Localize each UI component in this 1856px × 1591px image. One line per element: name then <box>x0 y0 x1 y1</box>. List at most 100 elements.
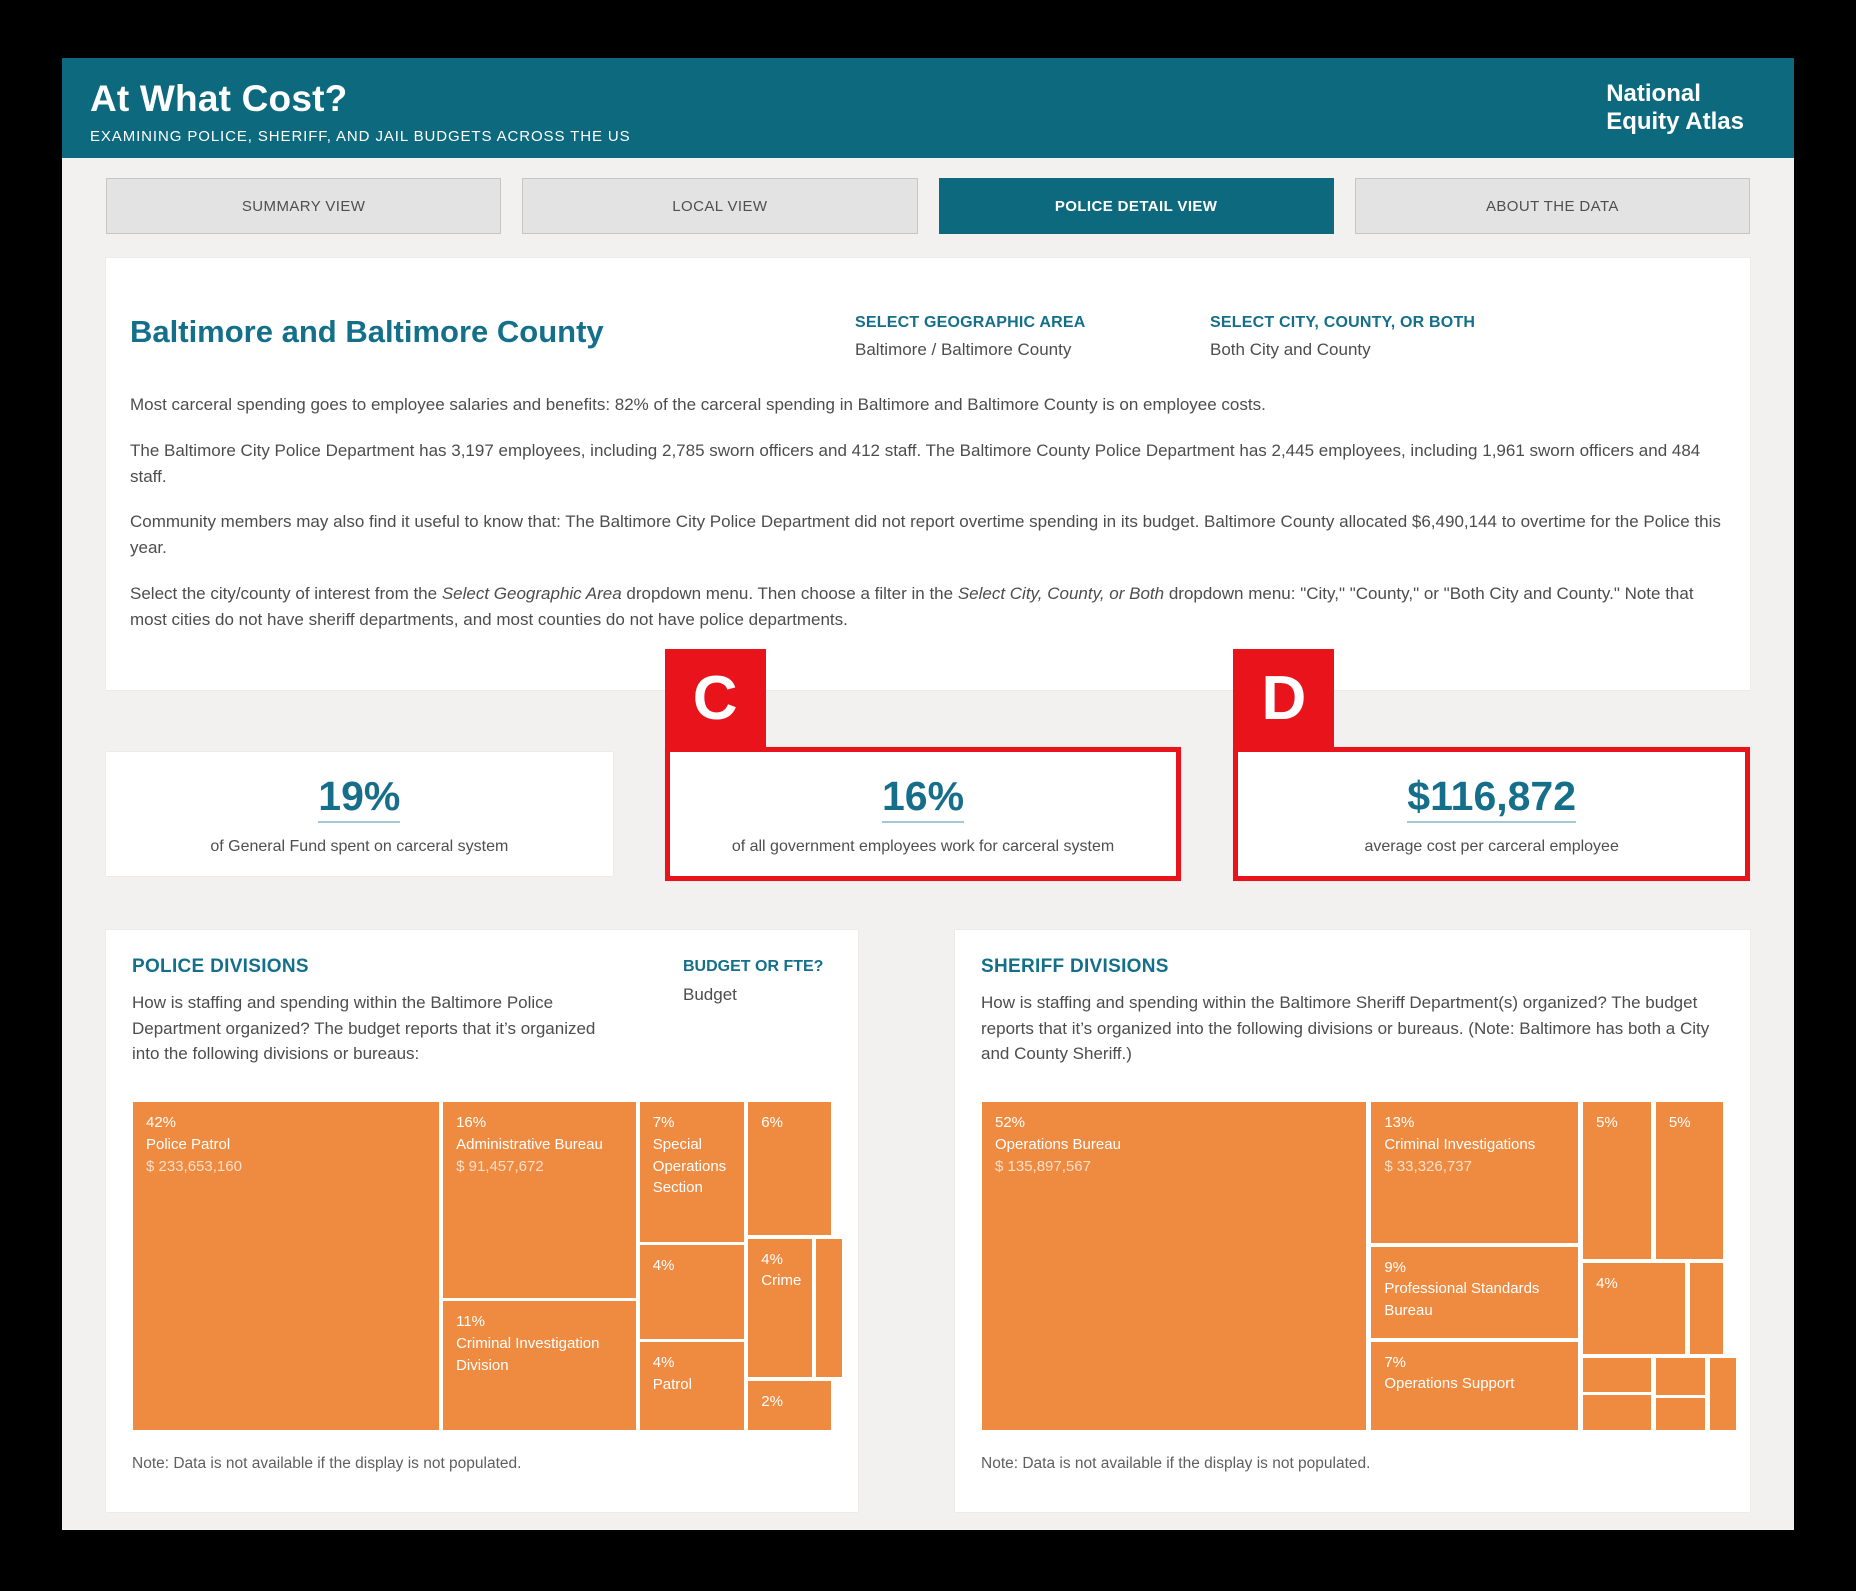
police-divisions-treemap: 42% Police Patrol $ 233,653,160 16% Administ… <box>132 1101 844 1431</box>
tab-about-the-data[interactable]: ABOUT THE DATA <box>1354 178 1750 234</box>
budget-or-fte-value[interactable]: Budget <box>683 985 737 1004</box>
treemap-block-pct: 11% <box>456 1313 486 1331</box>
intro-title-row: Baltimore and Baltimore County SELECT GE… <box>130 314 1726 380</box>
treemap-block-pct: 4% <box>1596 1274 1618 1292</box>
treemap-block-pct: 7% <box>1384 1353 1407 1371</box>
city-county-select-value[interactable]: Both City and County <box>1210 340 1371 359</box>
treemap-block[interactable]: 42% Police Patrol $ 233,653,160 <box>132 1101 440 1431</box>
app-title: At What Cost? <box>90 77 348 119</box>
dashboard-frame: At What Cost? EXAMINING POLICE, SHERIFF,… <box>62 58 1794 1530</box>
overtime-paragraph: Community members may also find it usefu… <box>130 512 1721 558</box>
treemap-block[interactable]: 52% Operations Bureau $ 135,897,567 <box>981 1101 1368 1431</box>
treemap-block[interactable]: 2% <box>747 1379 832 1431</box>
treemap-block[interactable]: 4% Crime <box>747 1237 814 1379</box>
instructions-text-2: dropdown menu. Then choose a filter in t… <box>621 584 958 604</box>
treemap-block[interactable]: 11% Criminal Investigation Division <box>442 1300 637 1431</box>
treemap-block[interactable] <box>1654 1397 1707 1431</box>
treemap-block[interactable]: 4% <box>638 1244 746 1340</box>
treemap-block-name: Criminal Investigation Division <box>456 1335 600 1374</box>
treemap-block-pct: 4% <box>652 1354 675 1372</box>
treemap-block[interactable]: 4% Patrol <box>638 1341 746 1431</box>
treemap-block[interactable]: 5% <box>1582 1101 1652 1261</box>
treemap-block-name: Professional Standards Bureau <box>1384 1280 1540 1320</box>
tab-local-view[interactable]: LOCAL VIEW <box>522 178 918 234</box>
treemap-block-pct: 2% <box>761 1392 783 1410</box>
tab-summary-view[interactable]: SUMMARY VIEW <box>106 178 502 234</box>
page-title: Baltimore and Baltimore County <box>130 314 604 349</box>
instructions-text-1: Select the city/county of interest from … <box>130 584 442 604</box>
stat-card-row: 19% of General Fund spent on carceral sy… <box>106 649 1751 881</box>
treemap-block[interactable] <box>1689 1261 1724 1356</box>
treemap-block-amount: $ 233,653,160 <box>146 1157 242 1175</box>
treemap-block-pct: 4% <box>761 1250 783 1268</box>
treemap-block-pct: 16% <box>456 1114 487 1131</box>
police-divisions-heading: POLICE DIVISIONS <box>132 956 309 977</box>
treemap-block-name: Crime <box>761 1272 802 1290</box>
budget-or-fte-label: BUDGET OR FTE? <box>683 958 824 975</box>
treemap-block-name: Patrol <box>652 1375 692 1393</box>
treemap-block-pct: 42% <box>146 1114 177 1131</box>
treemap-block[interactable] <box>1709 1356 1738 1431</box>
treemap-block-pct: 7% <box>652 1114 675 1131</box>
police-treemap-note: Note: Data is not available if the displ… <box>132 1455 522 1472</box>
treemap-block-pct: 13% <box>1384 1114 1415 1131</box>
geographic-area-select-label: SELECT GEOGRAPHIC AREA <box>855 314 1086 331</box>
treemap-block-amount: $ 135,897,567 <box>995 1157 1091 1175</box>
stat-caption-general-fund: of General Fund spent on carceral system <box>210 837 509 855</box>
summary-paragraph: Most carceral spending goes to employee … <box>130 395 1266 414</box>
app-header-titles: At What Cost? EXAMINING POLICE, SHERIFF,… <box>90 72 631 145</box>
treemap-block[interactable]: 5% <box>1654 1101 1724 1261</box>
sheriff-divisions-panel: SHERIFF DIVISIONS How is staffing and sp… <box>955 930 1750 1512</box>
instructions-italic-1: Select Geographic Area <box>441 584 622 604</box>
logo-line-2: Equity Atlas <box>1606 108 1744 135</box>
geographic-area-select: SELECT GEOGRAPHIC AREA Baltimore / Balti… <box>855 314 1086 360</box>
treemap-block-pct: 5% <box>1596 1114 1618 1131</box>
stat-card-employees: C 16% of all government employees work f… <box>664 649 1182 881</box>
treemap-block[interactable] <box>1582 1356 1652 1394</box>
treemap-block-pct: 52% <box>995 1114 1026 1131</box>
sheriff-divisions-heading: SHERIFF DIVISIONS <box>981 956 1169 977</box>
instructions-paragraph: Select the city/county of interest from … <box>130 581 1726 633</box>
treemap-block[interactable]: 16% Administrative Bureau $ 91,457,672 <box>442 1101 637 1299</box>
treemap-block-pct: 4% <box>652 1257 675 1275</box>
app-subtitle: EXAMINING POLICE, SHERIFF, AND JAIL BUDG… <box>90 127 631 145</box>
sheriff-panel-head: SHERIFF DIVISIONS How is staffing and sp… <box>981 956 1724 1101</box>
treemap-block-name: Special Operations Section <box>652 1135 727 1197</box>
treemap-block-pct: 5% <box>1668 1114 1691 1131</box>
police-panel-head: POLICE DIVISIONS How is staffing and spe… <box>132 956 832 1101</box>
treemap-block[interactable] <box>1654 1356 1707 1397</box>
sheriff-divisions-treemap: 52% Operations Bureau $ 135,897,567 13% Crim… <box>981 1101 1738 1431</box>
national-equity-atlas-logo: National Equity Atlas <box>1606 80 1744 135</box>
treemap-block-name: Police Patrol <box>146 1135 231 1153</box>
annotation-label-d: D <box>1233 649 1335 747</box>
app-header: At What Cost? EXAMINING POLICE, SHERIFF,… <box>62 58 1794 158</box>
stat-value-general-fund: 19% <box>318 773 401 823</box>
police-divisions-description: How is staffing and spending within the … <box>132 993 596 1063</box>
logo-line-1: National <box>1606 80 1701 108</box>
treemap-block-amount: $ 33,326,737 <box>1384 1157 1472 1175</box>
stat-card-general-fund: 19% of General Fund spent on carceral sy… <box>106 752 613 876</box>
treemap-block[interactable] <box>1582 1394 1652 1431</box>
treemap-block-name: Operations Bureau <box>995 1135 1121 1153</box>
geographic-area-select-value[interactable]: Baltimore / Baltimore County <box>855 340 1072 359</box>
treemap-block[interactable] <box>815 1237 844 1379</box>
sheriff-treemap-note: Note: Data is not available if the displ… <box>981 1455 1371 1472</box>
employees-paragraph: The Baltimore City Police Department has… <box>130 440 1701 486</box>
stat-value-employees: 16% <box>881 773 965 823</box>
sheriff-divisions-description: How is staffing and spending within the … <box>981 993 1710 1063</box>
treemap-block-name: Administrative Bureau <box>456 1135 603 1153</box>
treemap-block[interactable]: 13% Criminal Investigations $ 33,326,737 <box>1370 1101 1580 1245</box>
stat-caption-average-cost: average cost per carceral employee <box>1364 837 1619 855</box>
instructions-text-3: dropdown menu: "City," "County," or "Bot… <box>130 584 1694 629</box>
city-county-select-label: SELECT CITY, COUNTY, OR BOTH <box>1210 314 1476 331</box>
tab-police-detail-view[interactable]: POLICE DETAIL VIEW <box>938 178 1334 234</box>
treemap-block[interactable]: 7% Operations Support <box>1370 1340 1580 1431</box>
annotation-label-c: C <box>664 649 766 747</box>
treemap-block-name: Criminal Investigations <box>1384 1135 1536 1153</box>
treemap-block[interactable]: 9% Professional Standards Bureau <box>1370 1245 1580 1340</box>
treemap-block[interactable]: 7% Special Operations Section <box>638 1101 746 1243</box>
treemap-block[interactable]: 4% <box>1582 1261 1687 1356</box>
view-tabs: SUMMARY VIEW LOCAL VIEW POLICE DETAIL VI… <box>106 178 1750 234</box>
treemap-block[interactable]: 6% <box>747 1101 832 1237</box>
intro-panel: Baltimore and Baltimore County SELECT GE… <box>106 258 1750 690</box>
